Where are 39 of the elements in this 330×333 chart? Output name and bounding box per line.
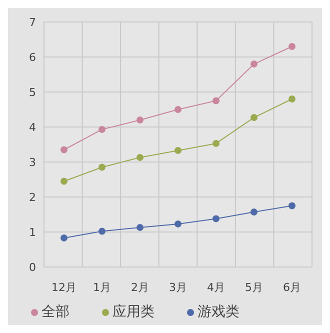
x-tick-label: 4月 — [207, 280, 225, 294]
point — [174, 146, 182, 154]
y-tick-label: 4 — [29, 120, 36, 134]
x-tick-label: 1月 — [93, 280, 111, 294]
point — [250, 208, 258, 216]
y-tick-label: 0 — [29, 260, 36, 274]
point — [288, 96, 296, 102]
point — [60, 234, 68, 242]
point — [98, 228, 106, 235]
point — [212, 215, 220, 222]
point — [60, 178, 68, 185]
point — [136, 154, 144, 161]
point — [136, 224, 144, 231]
y-tick-label: 7 — [29, 16, 36, 29]
x-tick-label: 12月 — [52, 280, 76, 294]
x-tick-label: 3月 — [169, 280, 187, 294]
point — [250, 114, 258, 122]
point — [288, 202, 296, 210]
point — [98, 126, 106, 133]
x-tick-label: 2月 — [131, 280, 149, 294]
y-tick-label: 1 — [29, 226, 36, 239]
legend-label: 游戏类 — [198, 304, 240, 320]
y-tick-label: 2 — [29, 190, 36, 204]
point — [98, 164, 106, 171]
point — [212, 97, 220, 104]
point — [60, 146, 68, 154]
point — [212, 140, 220, 147]
legend-label: 全部 — [42, 304, 70, 320]
point — [136, 116, 144, 124]
point — [174, 106, 182, 113]
y-tick-label: 6 — [29, 50, 36, 64]
point — [288, 43, 296, 50]
point — [174, 220, 182, 228]
x-tick-label: 5月 — [245, 280, 263, 294]
point — [250, 60, 258, 68]
y-tick-label: 3 — [29, 156, 36, 169]
y-tick-label: 5 — [29, 86, 36, 99]
legend-label: 应用类 — [112, 304, 154, 320]
x-tick-label: 6月 — [283, 280, 301, 294]
